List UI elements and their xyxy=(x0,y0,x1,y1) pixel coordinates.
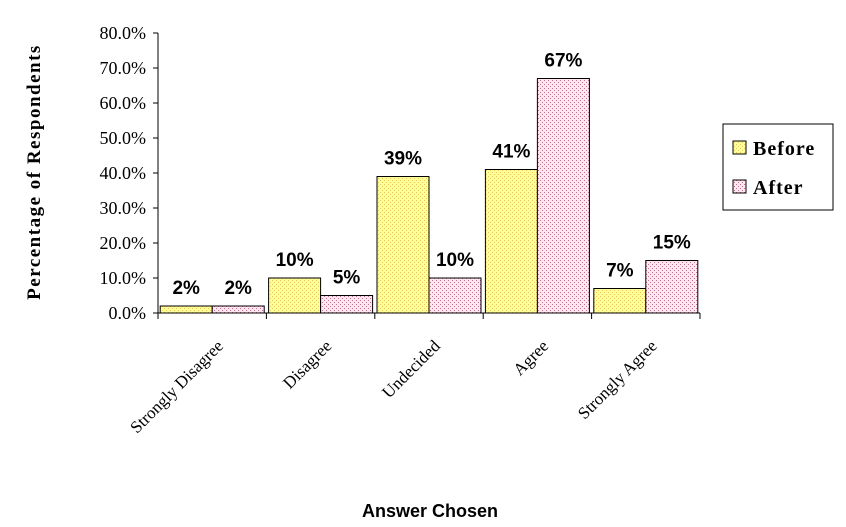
bar-after-0 xyxy=(211,305,265,314)
y-tick-label: 70.0% xyxy=(100,58,147,78)
bar-before-0 xyxy=(159,305,213,314)
bar-after-4 xyxy=(645,260,699,314)
bar-before-4 xyxy=(593,288,647,314)
data-label-before-3: 41% xyxy=(492,142,530,163)
legend-swatch-after xyxy=(732,179,747,194)
bar-before-3 xyxy=(484,169,538,314)
category-label-3: Agree xyxy=(509,336,552,379)
data-label-after-4: 15% xyxy=(653,233,691,254)
y-axis-title: Percentage of Respondents xyxy=(24,44,45,300)
legend-label-after: After xyxy=(753,177,804,199)
data-label-before-1: 10% xyxy=(276,250,314,271)
data-label-before-0: 2% xyxy=(172,278,200,299)
category-label-4: Strongly Agree xyxy=(574,336,661,423)
y-tick-label: 80.0% xyxy=(100,23,147,43)
category-label-0: Strongly Disagree xyxy=(126,336,227,437)
legend: Before After xyxy=(722,123,834,211)
bar-after-3 xyxy=(536,78,590,314)
x-axis-title: Answer Chosen xyxy=(362,501,498,521)
y-tick-label: 40.0% xyxy=(100,163,147,183)
category-label-1: Disagree xyxy=(279,336,335,392)
y-tick-label: 10.0% xyxy=(100,268,147,288)
y-tick-label: 30.0% xyxy=(100,198,147,218)
y-tick-label: 60.0% xyxy=(100,93,147,113)
data-label-before-2: 39% xyxy=(384,149,422,170)
data-label-before-4: 7% xyxy=(606,261,634,282)
bar-after-2 xyxy=(428,277,482,314)
y-tick-label: 20.0% xyxy=(100,233,147,253)
data-label-after-2: 10% xyxy=(436,250,474,271)
category-label-2: Undecided xyxy=(378,336,444,402)
data-label-after-0: 2% xyxy=(224,278,252,299)
data-label-after-3: 67% xyxy=(544,51,582,72)
bar-after-1 xyxy=(320,295,374,314)
data-label-after-1: 5% xyxy=(333,268,361,289)
bar-before-2 xyxy=(376,176,430,314)
legend-swatch-before xyxy=(732,140,747,155)
plot-area: 0.0% 10.0% 20.0% 30.0% 40.0% 50.0% 60.0% 70.0% 8… xyxy=(100,23,701,437)
bar-before-1 xyxy=(268,277,322,314)
y-tick-label: 50.0% xyxy=(100,128,147,148)
legend-box xyxy=(722,123,834,211)
legend-label-before: Before xyxy=(753,138,815,160)
y-tick-label: 0.0% xyxy=(109,303,147,323)
